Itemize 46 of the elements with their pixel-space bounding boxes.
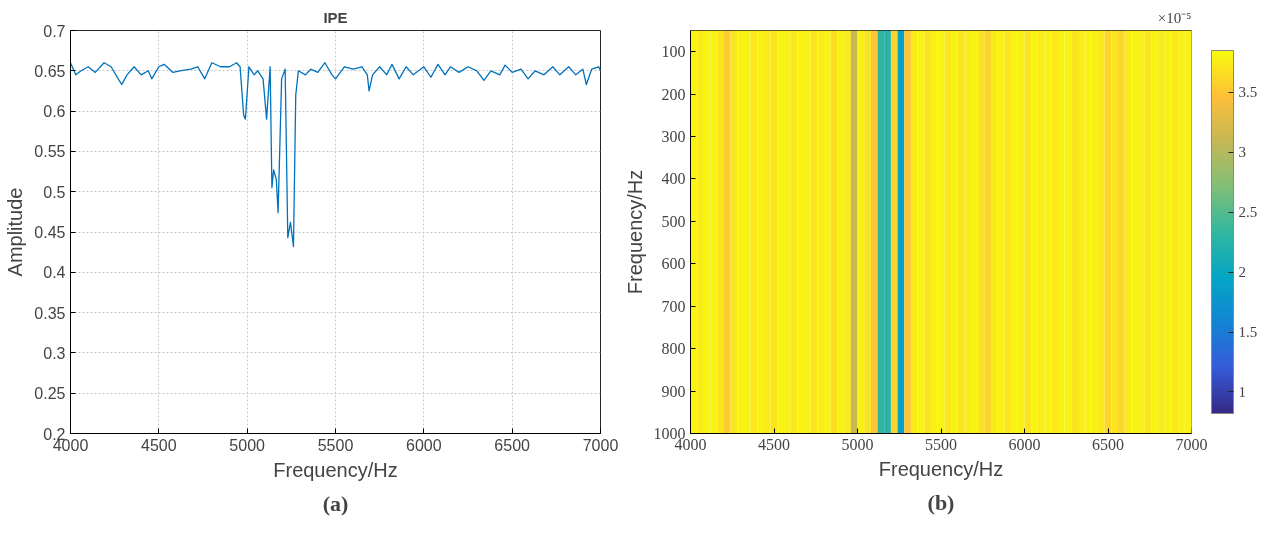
y-tick-label: 800 (661, 340, 686, 358)
x-tick-label: 5500 (925, 435, 957, 453)
color-bar-title: ×10⁻⁵ (1157, 9, 1192, 26)
y-tick-label: 200 (661, 85, 686, 103)
line-series (70, 62, 601, 248)
chart-title: IPE (323, 8, 348, 26)
x-tick-label: 6000 (406, 436, 442, 454)
y-tick-label: 0.65 (34, 62, 66, 80)
x-tick-label: 6500 (1092, 435, 1124, 453)
text: (a) (322, 490, 349, 516)
y-tick-label: 0.4 (43, 264, 66, 282)
color-bar-label: 3 (1238, 144, 1246, 161)
y-axis-title: Amplitude (4, 187, 27, 277)
y-tick-label: 0.6 (43, 103, 66, 121)
y-tick-label: 0.55 (34, 143, 66, 161)
y-tick-label: 100 (661, 43, 686, 61)
y-tick-label: 0.35 (34, 304, 66, 322)
y-tick-label: 0.3 (43, 344, 66, 362)
y-tick-label: 400 (661, 170, 686, 188)
x-tick-label: 7000 (1175, 435, 1208, 453)
y-tick-label: 0.7 (43, 22, 66, 40)
y-tick-label: 700 (661, 297, 686, 315)
x-tick-label: 5000 (841, 435, 874, 453)
x-tick-label: 4500 (141, 436, 177, 454)
y-tick-label: 0.45 (34, 224, 66, 241)
y-axis-title: Frequency/Hz (623, 169, 646, 295)
y-tick-label: 0.25 (34, 385, 66, 403)
x-tick-label: 5000 (229, 436, 266, 454)
text: (b) (927, 489, 955, 515)
x-tick-label: 4500 (758, 435, 790, 453)
color-bar-label: 2 (1238, 264, 1246, 281)
y-tick-label: 0.5 (43, 183, 66, 201)
y-tick-label: 600 (661, 255, 686, 273)
y-tick-label: 500 (661, 212, 686, 230)
x-axis-title: Frequency/Hz (273, 458, 398, 481)
x-tick-label: 6500 (494, 436, 531, 454)
color-bar-label: 3.5 (1238, 84, 1258, 101)
color-bar-label: 2.5 (1238, 204, 1258, 221)
color-bar-label: 1 (1238, 383, 1246, 400)
x-axis-title: Frequency/Hz (878, 457, 1004, 480)
y-tick-label: 900 (661, 382, 686, 400)
x-tick-label: 7000 (582, 436, 619, 454)
x-tick-label: 6000 (1008, 435, 1041, 453)
color-bar-label: 1.5 (1238, 324, 1258, 341)
x-tick-label: 5500 (317, 436, 354, 454)
y-tick-label: 300 (661, 128, 686, 146)
